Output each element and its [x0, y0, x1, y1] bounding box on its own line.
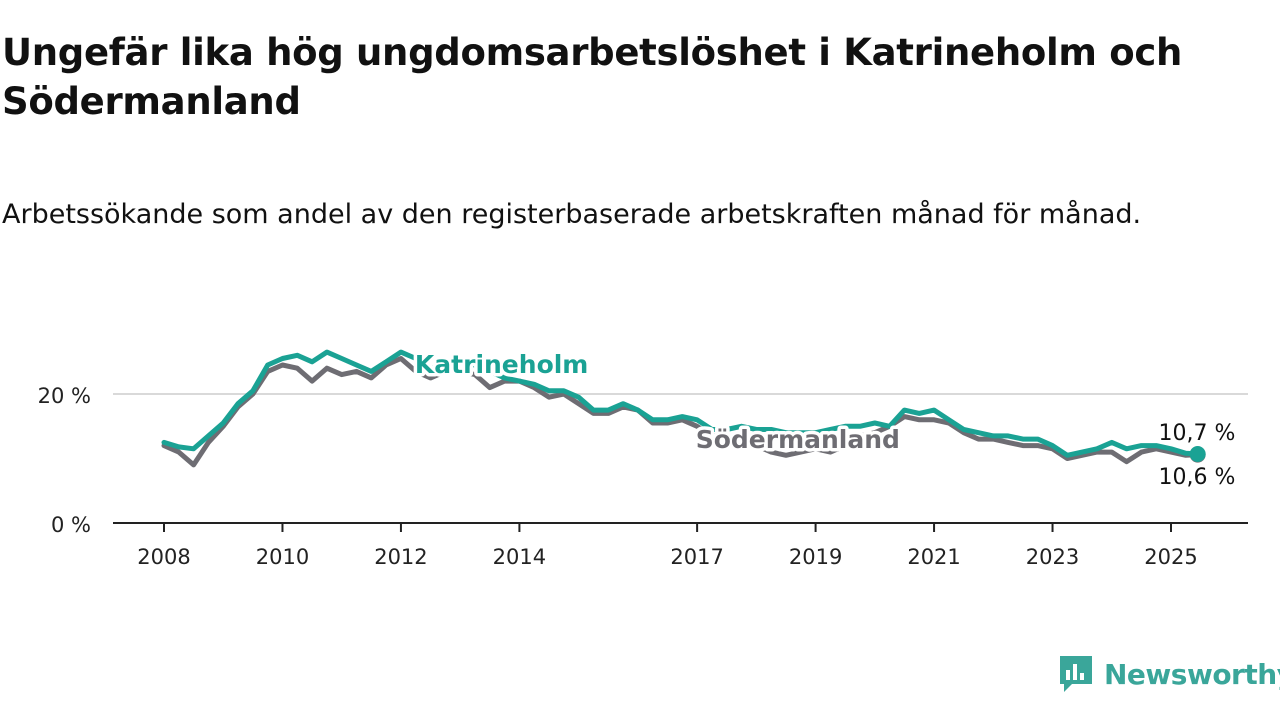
y-axis: 0 % 20 %	[38, 384, 91, 537]
x-axis: 2008 2010 2012 2014 2017 2019 2021 2023 2025	[113, 522, 1248, 569]
x-tick-label: 2012	[374, 545, 427, 569]
chart-subtitle: Arbetssökande som andel av den registerb…	[2, 199, 1142, 230]
bar-chart-badge-icon	[1060, 656, 1092, 692]
end-value-label: 10,7 %	[1159, 421, 1236, 446]
x-tick-label: 2025	[1144, 545, 1197, 569]
series-lines	[161, 349, 1206, 468]
y-tick-label: 0 %	[51, 513, 91, 537]
series-label: Södermanland	[696, 425, 900, 454]
series-labels: Katrineholm Södermanland 10,7 % 10,6 %	[411, 347, 1238, 493]
series-label: Katrineholm	[415, 350, 588, 379]
x-tick-label: 2014	[493, 545, 546, 569]
brand-name: Newsworthy	[1104, 657, 1280, 691]
x-tick-label: 2019	[789, 545, 842, 569]
y-tick-label: 20 %	[38, 384, 91, 408]
end-point-katrineholm	[1189, 445, 1206, 462]
x-tick-label: 2010	[256, 545, 309, 569]
x-tick-label: 2021	[907, 545, 960, 569]
x-tick-label: 2008	[137, 545, 190, 569]
end-value-label: 10,6 %	[1159, 465, 1236, 490]
x-tick-label: 2023	[1026, 545, 1079, 569]
chart-title: Ungefär lika hög ungdomsarbetslöshet i K…	[2, 31, 1183, 123]
newsworthy-logo: Newsworthy	[1058, 653, 1280, 695]
series-line-sodermanland	[161, 356, 1201, 468]
x-tick-label: 2017	[670, 545, 723, 569]
series-line-katrineholm	[161, 349, 1201, 458]
